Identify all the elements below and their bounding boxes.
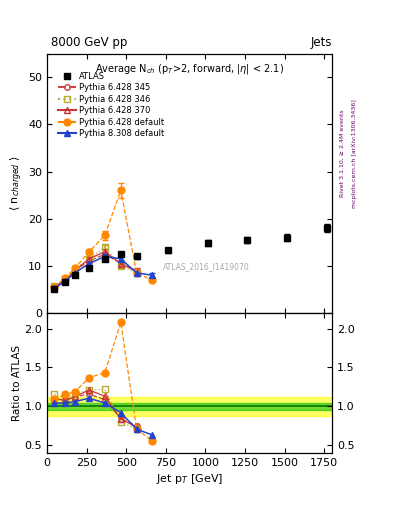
Text: ATLAS_2016_I1419070: ATLAS_2016_I1419070 bbox=[163, 263, 250, 271]
X-axis label: Jet p$_T$ [GeV]: Jet p$_T$ [GeV] bbox=[156, 472, 223, 486]
Bar bbox=[47, 397, 332, 416]
Bar bbox=[47, 402, 332, 410]
Text: Rivet 3.1.10, ≥ 2.4M events: Rivet 3.1.10, ≥ 2.4M events bbox=[340, 110, 345, 198]
Text: Jets: Jets bbox=[310, 36, 332, 49]
Legend: ATLAS, Pythia 6.428 345, Pythia 6.428 346, Pythia 6.428 370, Pythia 6.428 defaul: ATLAS, Pythia 6.428 345, Pythia 6.428 34… bbox=[54, 68, 168, 141]
Text: Average N$_{ch}$ (p$_T$>2, forward, |$\eta$| < 2.1): Average N$_{ch}$ (p$_T$>2, forward, |$\e… bbox=[95, 61, 284, 76]
Y-axis label: Ratio to ATLAS: Ratio to ATLAS bbox=[12, 345, 22, 421]
Y-axis label: ⟨ n$_{charged}$ ⟩: ⟨ n$_{charged}$ ⟩ bbox=[9, 155, 26, 211]
Text: 8000 GeV pp: 8000 GeV pp bbox=[51, 36, 127, 49]
Text: mcplots.cern.ch [arXiv:1306.3436]: mcplots.cern.ch [arXiv:1306.3436] bbox=[352, 99, 357, 208]
